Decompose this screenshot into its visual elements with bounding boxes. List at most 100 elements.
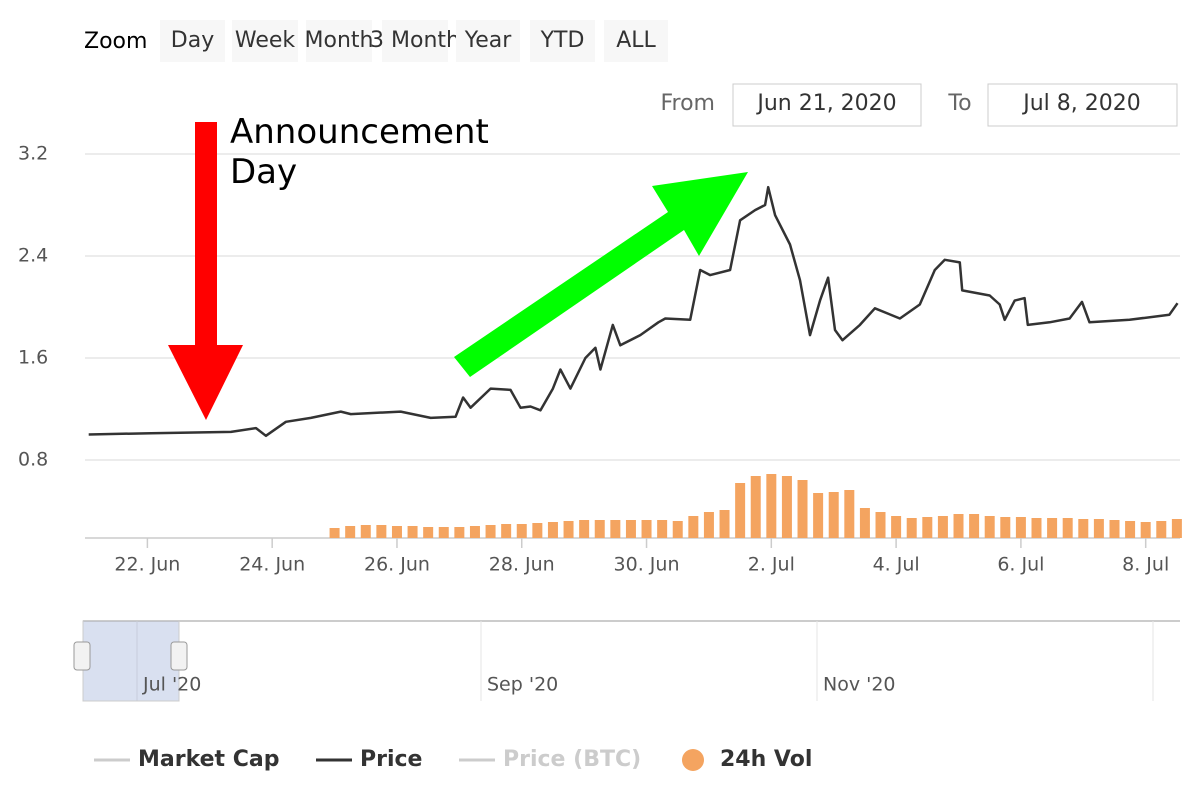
volume-bar (657, 520, 668, 538)
volume-bar (750, 476, 761, 538)
volume-bar (469, 526, 480, 538)
from-value: Jun 21, 2020 (755, 91, 896, 116)
x-tick-label: 4. Jul (873, 554, 920, 576)
volume-bar (1109, 520, 1120, 538)
volume-bar (625, 520, 636, 538)
zoom-button-label: Month (305, 28, 374, 53)
volume-bar (438, 527, 449, 538)
volume-bar (376, 525, 387, 538)
from-input[interactable] (732, 83, 922, 127)
zoom-button[interactable] (382, 20, 448, 62)
volume-bar (672, 521, 683, 538)
volume-bar (859, 508, 870, 538)
navigator-handle[interactable] (73, 641, 91, 671)
volume-bar (703, 512, 714, 538)
x-tick-label: 6. Jul (997, 554, 1044, 576)
red-arrow (168, 122, 243, 420)
volume-bar (1031, 518, 1042, 538)
legend-label[interactable]: 24h Vol (720, 747, 812, 772)
volume-bar (547, 522, 558, 538)
legend-symbol (682, 749, 704, 771)
to-input[interactable] (987, 83, 1178, 127)
zoom-button-label: Year (464, 28, 513, 53)
x-tick-label: 30. Jun (614, 554, 680, 576)
volume-bar (984, 516, 995, 538)
y-tick-label: 1.6 (18, 347, 48, 369)
legend-label[interactable]: Price (360, 747, 422, 772)
volume-bar (906, 518, 917, 538)
legend-label[interactable]: Market Cap (138, 747, 279, 772)
navigator-label: Jul '20 (142, 674, 201, 696)
volume-bar (1171, 519, 1182, 538)
navigator-label: Nov '20 (823, 674, 896, 696)
green-arrow (454, 172, 748, 377)
zoom-button-label: Week (235, 28, 296, 53)
x-tick-label: 28. Jun (489, 554, 555, 576)
volume-bar (1000, 517, 1011, 538)
y-tick-label: 3.2 (18, 143, 48, 165)
volume-bar (594, 520, 605, 538)
volume-bar (329, 528, 340, 538)
zoom-button-label: YTD (540, 28, 585, 53)
volume-bar (688, 516, 699, 538)
volume-bar (1156, 521, 1167, 538)
navigator-handle[interactable] (170, 641, 188, 671)
volume-bar (891, 516, 902, 538)
volume-bar (1047, 518, 1058, 538)
volume-bar (610, 520, 621, 538)
volume-bar (1015, 517, 1026, 538)
volume-bar (937, 516, 948, 538)
price-line (88, 185, 1179, 438)
to-label: To (947, 91, 971, 116)
volume-bar (844, 490, 855, 538)
from-label: From (660, 91, 715, 116)
x-tick-label: 22. Jun (114, 554, 180, 576)
volume-bar (922, 517, 933, 538)
x-tick-label: 8. Jul (1122, 554, 1169, 576)
volume-bar (797, 480, 808, 538)
volume-bar (407, 526, 418, 538)
x-tick-label: 2. Jul (748, 554, 795, 576)
volume-bar (532, 523, 543, 538)
zoom-button[interactable] (160, 20, 225, 62)
legend-label[interactable]: Price (BTC) (503, 747, 641, 772)
volume-bar (516, 524, 527, 538)
volume-bar (1125, 521, 1136, 538)
zoom-button[interactable] (456, 20, 520, 62)
volume-bar (1140, 522, 1151, 538)
zoom-button-label: Day (171, 28, 214, 53)
volume-bar (563, 521, 574, 538)
x-tick-label: 26. Jun (364, 554, 430, 576)
volume-bar (953, 514, 964, 538)
to-value: Jul 8, 2020 (1021, 91, 1141, 116)
zoom-label: Zoom (84, 29, 147, 54)
volume-bar (360, 525, 371, 538)
volume-bar (641, 520, 652, 538)
volume-bar (875, 512, 886, 538)
volume-bar (391, 526, 402, 538)
y-tick-label: 0.8 (18, 449, 48, 471)
navigator[interactable] (83, 621, 1180, 701)
zoom-button-label: 3 Month (370, 28, 460, 53)
zoom-button[interactable] (530, 20, 595, 62)
volume-bar (969, 514, 980, 538)
volume-bar (579, 520, 590, 538)
x-tick-label: 24. Jun (239, 554, 305, 576)
volume-bar (1078, 519, 1089, 538)
annotation: Announcement Day (230, 112, 489, 192)
volume-bar (781, 476, 792, 538)
volume-bar (828, 492, 839, 538)
volume-bar (766, 474, 777, 538)
volume-bar (345, 526, 356, 538)
navigator-label: Sep '20 (487, 674, 558, 696)
zoom-button-label: ALL (616, 28, 656, 53)
volume-bar (813, 493, 824, 538)
zoom-button[interactable] (232, 20, 298, 62)
volume-bar (719, 510, 730, 538)
volume-bar (1062, 518, 1073, 538)
zoom-button[interactable] (604, 20, 668, 62)
zoom-button[interactable] (306, 20, 372, 62)
y-tick-label: 2.4 (18, 245, 48, 267)
